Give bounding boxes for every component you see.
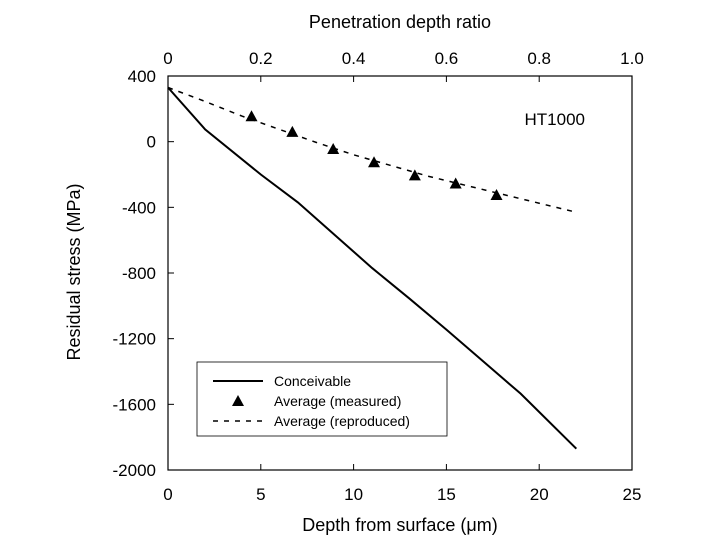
y-tick-label: 0: [147, 133, 156, 152]
data-point-measured: [327, 143, 340, 155]
y-tick-label: -1200: [113, 330, 156, 349]
legend-swatch-measured: [232, 395, 244, 406]
x2-tick-label: 1.0: [620, 49, 644, 68]
x-axis-title: Depth from surface (μm): [302, 515, 497, 535]
x-tick-label: 0: [163, 485, 172, 504]
data-point-measured: [286, 125, 299, 137]
data-point-measured: [408, 169, 421, 181]
x-tick-label: 15: [437, 485, 456, 504]
legend-label-conceivable: Conceivable: [274, 373, 351, 389]
x-tick-label: 20: [530, 485, 549, 504]
x2-tick-label: 0.2: [249, 49, 273, 68]
series-line-conceivable: [167, 86, 578, 450]
x2-tick-label: 0: [163, 49, 172, 68]
annotation-label: HT1000: [525, 110, 585, 129]
axis-ticks: 0 5 10 15 20 25 0 0.2 0.4 0.6 0.8 1.0 400 0 -400 -800 -1…: [113, 49, 644, 504]
series-lines: [167, 86, 578, 450]
y-tick-label: -400: [122, 198, 156, 217]
legend-label-measured: Average (measured): [274, 393, 401, 409]
legend: Conceivable Average (measured) Average (…: [196, 361, 448, 437]
x2-axis-title: Penetration depth ratio: [309, 12, 491, 32]
y-tick-label: -1600: [113, 395, 156, 414]
x-tick-label: 25: [623, 485, 642, 504]
y-tick-label: -2000: [113, 461, 156, 480]
data-point-measured: [490, 189, 503, 201]
x-tick-label: 10: [344, 485, 363, 504]
data-point-measured: [368, 156, 381, 168]
legend-label-reproduced: Average (reproduced): [274, 413, 410, 429]
data-point-measured: [245, 110, 258, 122]
data-point-measured: [449, 177, 462, 189]
series-markers: [245, 110, 503, 201]
x-tick-label: 5: [256, 485, 265, 504]
y-tick-label: 400: [128, 67, 156, 86]
y-tick-label: -800: [122, 264, 156, 283]
x2-tick-label: 0.6: [435, 49, 459, 68]
x2-tick-label: 0.8: [527, 49, 551, 68]
x2-tick-label: 0.4: [342, 49, 366, 68]
y-axis-title: Residual stress (MPa): [64, 183, 84, 360]
